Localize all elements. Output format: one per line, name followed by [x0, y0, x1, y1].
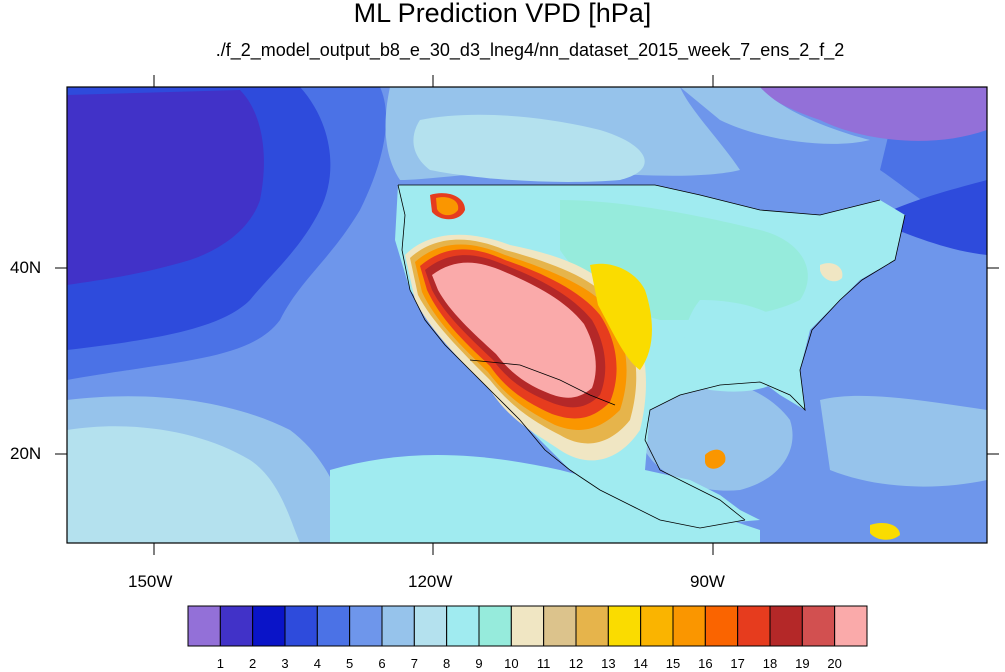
land-band-9b: [683, 300, 800, 392]
gulf-band: [640, 376, 793, 491]
vpd-field: [67, 87, 987, 543]
map-title: ML Prediction VPD [hPa]: [353, 0, 652, 28]
colorbar-swatch: [349, 605, 383, 647]
colorbar-swatch: [316, 605, 351, 647]
colorbar-swatch: [769, 605, 803, 647]
us-mexico-border: [469, 359, 616, 406]
canada-band-8: [413, 114, 645, 182]
colorbar-label: 18: [762, 656, 778, 671]
colorbar-label: 2: [249, 656, 257, 671]
colorbar-label: 6: [378, 656, 386, 671]
colorbar-label: 7: [410, 656, 418, 671]
colorbar-swatch: [187, 605, 221, 647]
colorbar-swatch: [252, 605, 286, 647]
colorbar-swatch: [284, 605, 318, 647]
yucatan-band-16: [705, 449, 726, 469]
colorbar-swatch: [607, 605, 642, 647]
colorbar-label: 11: [536, 656, 551, 671]
colorbar-label: 1: [216, 656, 224, 671]
great-lakes-border: [654, 184, 881, 216]
colorbar-label: 13: [601, 656, 616, 671]
colorbar-swatch: [801, 605, 836, 647]
colorbar-swatch: [834, 605, 868, 647]
colorbar-label: 8: [443, 656, 451, 671]
colorbar-label: 12: [568, 656, 584, 671]
east-band-11: [820, 263, 843, 282]
colorbar-swatch: [737, 605, 771, 647]
colorbar-label: 3: [281, 656, 289, 671]
lat-label-20n: 20N: [10, 444, 42, 463]
atlantic-band-7: [820, 395, 987, 487]
colorbar-label: 17: [730, 656, 745, 671]
lat-label-40n: 40N: [10, 258, 42, 277]
colorbar-label: 10: [504, 656, 519, 671]
colorbar-swatch: [640, 605, 674, 647]
colorbar-label: 19: [795, 656, 810, 671]
colorbar-label: 20: [827, 656, 842, 671]
colorbar-label: 5: [346, 656, 354, 671]
tick-marks: [55, 75, 999, 555]
colorbar-swatch: [704, 605, 739, 647]
colorbar-swatch: [381, 605, 415, 647]
ocean-band-8a: [67, 426, 300, 543]
caribbean-band-14: [870, 523, 900, 540]
colorbar-label: 14: [633, 656, 648, 671]
colorbar-swatch: [219, 605, 254, 647]
plains-band-14: [590, 263, 652, 370]
colorbar-label: 15: [665, 656, 681, 671]
colorbar: [187, 605, 868, 647]
ocean-band-2: [67, 90, 264, 285]
canada-band-7: [680, 87, 870, 144]
nw-band-16: [436, 197, 459, 216]
colorbar-label: 4: [313, 656, 321, 671]
colorbar-label: 9: [475, 656, 483, 671]
colorbar-swatch: [478, 605, 512, 647]
colorbar-label: 16: [698, 656, 713, 671]
plot-frame: [66, 86, 988, 544]
colorbar-swatch: [510, 605, 545, 647]
lon-label-90w: 90W: [690, 572, 725, 591]
colorbar-swatch: [413, 605, 448, 647]
sw-band-20: [432, 262, 596, 398]
pacific-coastline: [397, 184, 746, 529]
hudson-band-1: [760, 87, 987, 141]
coastlines: [397, 184, 906, 529]
ocean-band-9: [330, 455, 760, 543]
colorbar-swatch: [575, 605, 609, 647]
atlantic-band-4: [870, 180, 987, 255]
colorbar-swatch: [672, 605, 706, 647]
colorbar-swatch: [543, 605, 577, 647]
gulf-atlantic-coastline: [644, 214, 906, 521]
lon-label-120w: 120W: [408, 572, 453, 591]
colorbar-swatch: [446, 605, 480, 647]
lon-label-150w: 150W: [128, 572, 173, 591]
map-subtitle: ./f_2_model_output_b8_e_30_d3_lneg4/nn_d…: [215, 40, 845, 60]
